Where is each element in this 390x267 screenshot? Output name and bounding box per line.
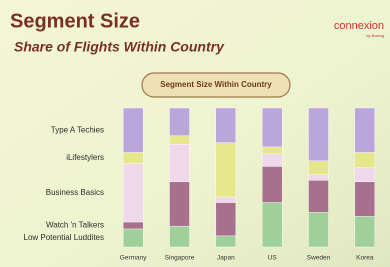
bar-segment [216, 203, 236, 236]
chart-title: Segment Size [10, 10, 140, 32]
logo-sub: by Boeing [366, 33, 384, 38]
bar-segment [355, 108, 375, 152]
series-label: Type A Techies [51, 125, 104, 134]
bar-segment [262, 108, 282, 147]
bar-segment [309, 161, 329, 175]
chart: Segment Size Share of Flights Within Cou… [0, 0, 390, 267]
x-tick-label: Germany [120, 255, 147, 262]
bar-segment [123, 229, 143, 247]
bar-segment [216, 108, 236, 143]
bar-segment [355, 152, 375, 167]
bar-segment [309, 212, 329, 247]
chart-subtitle: Share of Flights Within Country [14, 39, 225, 55]
series-label: iLifestylers [66, 153, 104, 162]
bar-segment [170, 108, 190, 136]
series-label: Low Potential Luddites [24, 233, 105, 242]
x-tick-label: US [268, 255, 278, 262]
bar-segment [123, 222, 143, 229]
x-tick-label: Singapore [165, 255, 195, 262]
bar-segment [170, 144, 190, 182]
bar-segment [262, 166, 282, 202]
bar-segment [216, 143, 236, 197]
bar-segment [309, 180, 329, 212]
segment-button-label[interactable]: Segment Size Within Country [160, 80, 272, 89]
x-tick-label: Sweden [307, 255, 331, 262]
bar-segment [123, 108, 143, 152]
bar-segment [309, 108, 329, 161]
x-tick-label: Japan [217, 255, 235, 262]
bar-segment [216, 197, 236, 203]
bar-segment [309, 175, 329, 181]
x-tick-label: Korea [356, 255, 374, 262]
bar-segment [170, 182, 190, 226]
bar-segment [355, 182, 375, 217]
bar-segment [355, 216, 375, 247]
bar-segment [262, 203, 282, 247]
bar-segment [123, 152, 143, 163]
bar-segment [123, 164, 143, 222]
bar-segment [262, 147, 282, 154]
series-label: Business Basics [46, 188, 104, 197]
logo: connexion [334, 20, 384, 32]
bar-segment [355, 168, 375, 182]
bar-segment [170, 226, 190, 247]
bar-segment [216, 236, 236, 247]
bar-segment [262, 154, 282, 167]
series-label: Watch 'n Talkers [46, 221, 104, 230]
bar-segment [170, 136, 190, 144]
